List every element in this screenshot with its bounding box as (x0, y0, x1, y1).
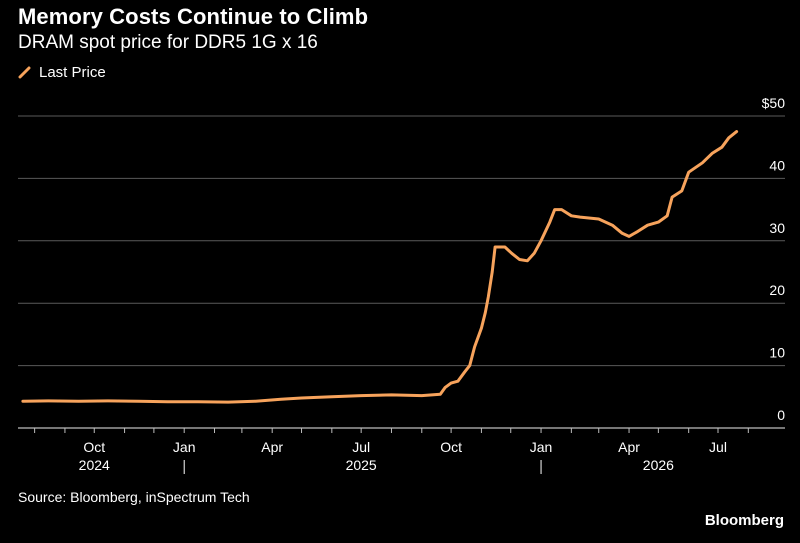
year-label: 2026 (643, 457, 674, 473)
y-tick-label: 30 (769, 220, 785, 236)
x-tick-label: Jan (173, 439, 196, 455)
legend-label-last-price: Last Price (39, 64, 106, 81)
chart-subtitle: DRAM spot price for DDR5 1G x 16 (18, 32, 318, 53)
x-tick-label: Oct (83, 439, 105, 455)
chart-legend: Last Price (18, 64, 106, 81)
bloomberg-logo: Bloomberg (704, 512, 784, 529)
year-label: 2025 (346, 457, 377, 473)
y-tick-label: 20 (769, 282, 785, 298)
x-tick-label: Jul (709, 439, 727, 455)
x-tick-label: Jan (530, 439, 553, 455)
source-note: Source: Bloomberg, inSpectrum Tech (18, 489, 250, 505)
legend-swatch-icon (18, 66, 31, 79)
y-tick-label: 0 (777, 407, 785, 423)
y-tick-label: $50 (762, 95, 786, 111)
x-tick-label: Jul (352, 439, 370, 455)
x-tick-label: Oct (440, 439, 462, 455)
year-label: 2024 (79, 457, 110, 473)
x-tick-label: Apr (261, 439, 283, 455)
y-tick-label: 40 (769, 157, 785, 173)
y-tick-label: 10 (769, 345, 785, 361)
x-tick-label: Apr (618, 439, 640, 455)
chart-title: Memory Costs Continue to Climb (18, 4, 369, 29)
series-line-last-price (21, 130, 739, 404)
